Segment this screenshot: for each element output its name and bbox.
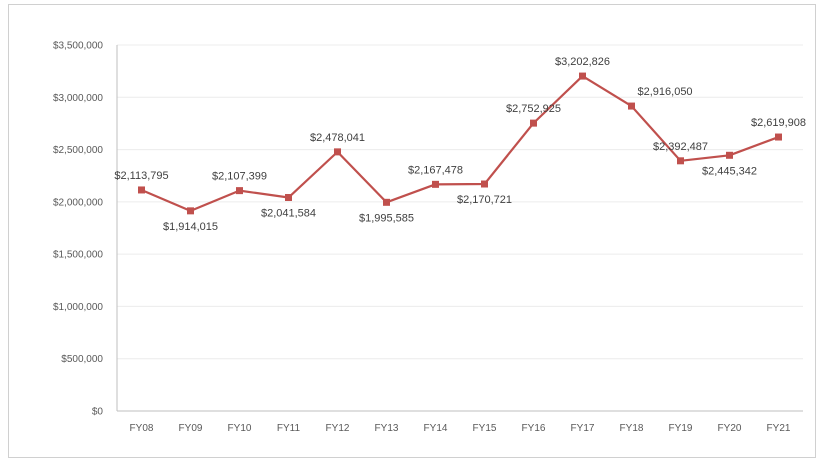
data-label: $2,107,399 [212, 171, 267, 183]
x-tick-label: FY10 [228, 423, 252, 434]
data-point [187, 207, 194, 215]
x-tick-label: FY19 [669, 423, 693, 434]
data-points [138, 72, 782, 215]
data-point [236, 187, 243, 195]
x-tick-label: FY09 [179, 423, 203, 434]
data-label: $3,202,826 [555, 56, 610, 68]
data-point [677, 157, 684, 165]
data-point [726, 151, 733, 159]
y-tick-label: $500,000 [61, 354, 103, 365]
data-point [334, 148, 341, 156]
x-tick-label: FY18 [620, 423, 644, 434]
y-tick-label: $1,000,000 [53, 302, 103, 313]
data-point [432, 180, 439, 188]
data-label: $2,041,584 [261, 208, 316, 220]
data-label: $2,445,342 [702, 165, 757, 177]
y-tick-label: $2,500,000 [53, 145, 103, 156]
data-label: $2,113,795 [114, 170, 168, 182]
x-tick-label: FY08 [130, 423, 154, 434]
data-point [481, 180, 488, 188]
data-label: $2,619,908 [751, 117, 806, 129]
x-tick-label: FY20 [718, 423, 742, 434]
x-tick-label: FY11 [277, 423, 301, 434]
series-line [141, 74, 779, 212]
x-tick-label: FY13 [375, 423, 399, 434]
x-tick-label: FY12 [326, 423, 350, 434]
data-label: $1,914,015 [163, 221, 218, 233]
y-tick-label: $3,000,000 [53, 93, 103, 104]
y-tick-label: $3,500,000 [53, 41, 103, 52]
x-tick-label: FY17 [571, 423, 595, 434]
x-tick-label: FY16 [522, 423, 546, 434]
x-tick-label: FY14 [424, 423, 448, 434]
data-point [775, 133, 782, 141]
x-tick-label: FY15 [473, 423, 497, 434]
gridlines [117, 44, 803, 360]
y-tick-label: $2,000,000 [53, 197, 103, 208]
y-tick-label: $1,500,000 [53, 250, 103, 261]
data-label: $1,995,585 [359, 212, 414, 224]
y-tick-label: $0 [92, 407, 104, 418]
series-path [141, 74, 779, 212]
data-label: $2,167,478 [408, 164, 463, 176]
data-point [628, 102, 635, 110]
data-point [285, 194, 292, 202]
data-point [383, 198, 390, 206]
data-label: $2,478,041 [310, 132, 365, 144]
x-tick-label: FY21 [767, 423, 791, 434]
data-label: $2,752,925 [506, 103, 561, 115]
x-axis-tick-labels: FY08 FY09 FY10 FY11 FY12 FY13 FY14 FY15 FY16 FY17… [130, 423, 791, 434]
chart-frame [8, 4, 816, 458]
data-label: $2,392,487 [653, 141, 708, 153]
y-axis-tick-labels: $0 $500,000 $1,000,000 $1,500,000 $2,000,000… [53, 41, 103, 418]
data-point [579, 72, 586, 80]
data-labels: $2,113,795 $1,914,015 $2,107,399 $2,041,584… [114, 56, 806, 233]
data-point [530, 119, 537, 127]
data-point [138, 186, 145, 194]
data-label: $2,170,721 [457, 194, 512, 206]
data-label: $2,916,050 [638, 86, 693, 98]
